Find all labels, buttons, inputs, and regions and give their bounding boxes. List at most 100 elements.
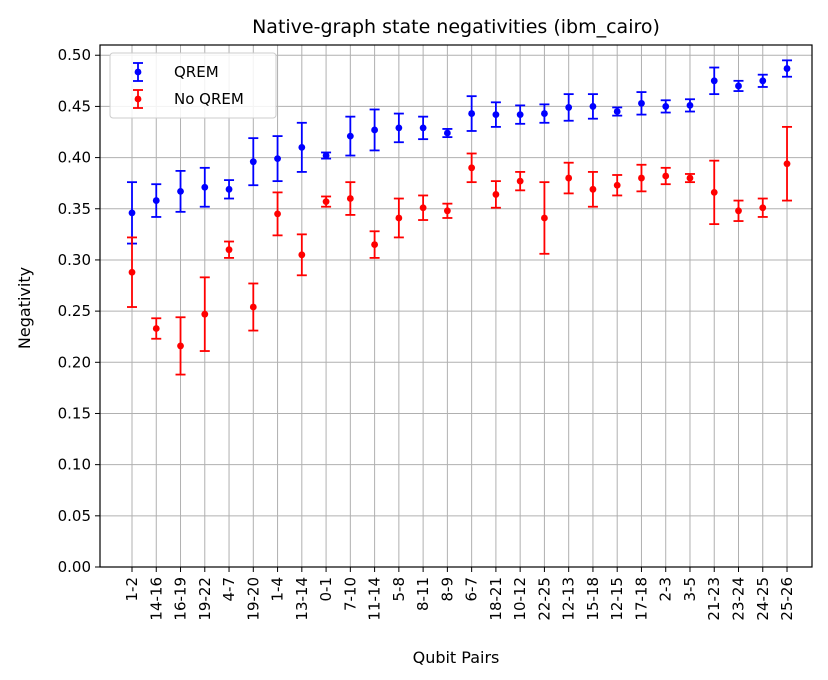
data-point (322, 198, 330, 206)
x-tick-label: 19-22 (196, 577, 214, 621)
legend-marker-dot (134, 95, 142, 103)
x-tick-label: 18-21 (487, 577, 505, 621)
y-tick-label: 0.00 (58, 558, 91, 576)
plot-frame (99, 44, 813, 568)
x-tick-label: 13-14 (293, 577, 311, 621)
data-point (565, 174, 573, 182)
data-point (662, 172, 670, 180)
data-point (759, 204, 767, 212)
x-tick-label: 23-24 (730, 577, 748, 621)
x-tick-label: 24-25 (754, 577, 772, 621)
data-point (152, 325, 160, 332)
x-tick-label: 19-20 (244, 577, 262, 621)
data-point (298, 143, 306, 151)
x-tick-label: 6-7 (463, 577, 481, 602)
legend-box (109, 52, 277, 119)
data-point (565, 104, 573, 111)
data-point (128, 209, 136, 217)
series-0 (127, 59, 793, 245)
x-tick-label: 0-1 (317, 577, 335, 602)
data-point (613, 181, 621, 189)
legend: QREM No QREM (109, 52, 277, 119)
x-tick-label: 14-16 (147, 577, 165, 621)
legend-marker (133, 89, 143, 109)
data-point (395, 214, 403, 222)
data-point (419, 124, 427, 132)
data-point (613, 108, 621, 115)
data-point (783, 65, 791, 72)
data-point (298, 251, 306, 259)
chart-title: Native-graph state negativities (ibm_cai… (252, 16, 660, 38)
data-point (589, 185, 597, 193)
axis-ticks: 0.00 0.05 0.10 0.15 0.20 0.25 0.30 0.35 0.40 0.45… (58, 46, 796, 620)
y-tick-label: 0.15 (58, 404, 91, 422)
data-point (492, 111, 500, 118)
x-tick-label: 21-23 (705, 577, 723, 621)
data-point (516, 111, 524, 118)
data-point (589, 103, 597, 110)
x-tick-label: 8-11 (414, 577, 432, 611)
x-tick-label: 10-12 (511, 577, 529, 621)
data-point (443, 207, 451, 215)
data-point (686, 174, 694, 182)
data-point (662, 103, 670, 110)
data-point (225, 185, 233, 193)
x-tick-label: 3-5 (681, 577, 699, 602)
data-point (395, 124, 403, 132)
y-tick-label: 0.20 (58, 353, 91, 371)
x-tick-label: 17-18 (632, 577, 650, 621)
data-point (346, 195, 354, 202)
x-tick-label: 4-7 (220, 577, 238, 602)
x-tick-label: 8-9 (438, 577, 456, 602)
data-point (371, 126, 378, 134)
data-point (638, 174, 645, 182)
data-point (443, 129, 451, 137)
y-tick-label: 0.45 (58, 97, 91, 115)
data-point (177, 187, 184, 195)
series-1 (127, 125, 793, 376)
y-tick-label: 0.05 (58, 507, 91, 525)
data-point (468, 110, 476, 117)
y-tick-label: 0.40 (58, 149, 91, 167)
data-point (759, 77, 767, 85)
x-tick-label: 15-18 (584, 577, 602, 621)
data-point (710, 77, 718, 85)
data-point (686, 101, 694, 109)
data-point (322, 152, 330, 159)
x-tick-label: 22-25 (535, 577, 553, 621)
legend-label: QREM (174, 63, 219, 81)
data-point (128, 268, 136, 276)
data-point (225, 246, 233, 254)
legend-marker-dot (134, 68, 142, 76)
data-point (541, 110, 548, 117)
x-tick-label: 2-3 (657, 577, 675, 602)
x-tick-label: 1-4 (269, 577, 287, 602)
data-point (516, 177, 524, 185)
x-tick-label: 12-13 (560, 577, 578, 621)
y-tick-label: 0.25 (58, 302, 91, 320)
data-point (710, 188, 718, 196)
grid-lines (100, 45, 812, 568)
x-tick-label: 7-10 (341, 577, 359, 611)
data-point (249, 158, 257, 166)
data-point (735, 82, 742, 90)
data-point (249, 303, 257, 311)
x-tick-label: 12-15 (608, 577, 626, 621)
data-point (201, 310, 209, 318)
data-point (201, 183, 209, 191)
data-point (177, 342, 184, 350)
x-tick-label: 25-26 (778, 577, 796, 621)
x-axis-label: Qubit Pairs (413, 648, 500, 667)
y-tick-label: 0.30 (58, 251, 91, 269)
data-point (346, 132, 354, 140)
data-point (371, 241, 378, 248)
y-tick-label: 0.10 (58, 456, 91, 474)
y-tick-label: 0.35 (58, 200, 91, 218)
data-point (783, 160, 791, 168)
x-tick-label: 11-14 (366, 577, 384, 621)
data-series (127, 59, 793, 376)
x-tick-label: 5-8 (390, 577, 408, 602)
legend-label: No QREM (174, 90, 244, 108)
